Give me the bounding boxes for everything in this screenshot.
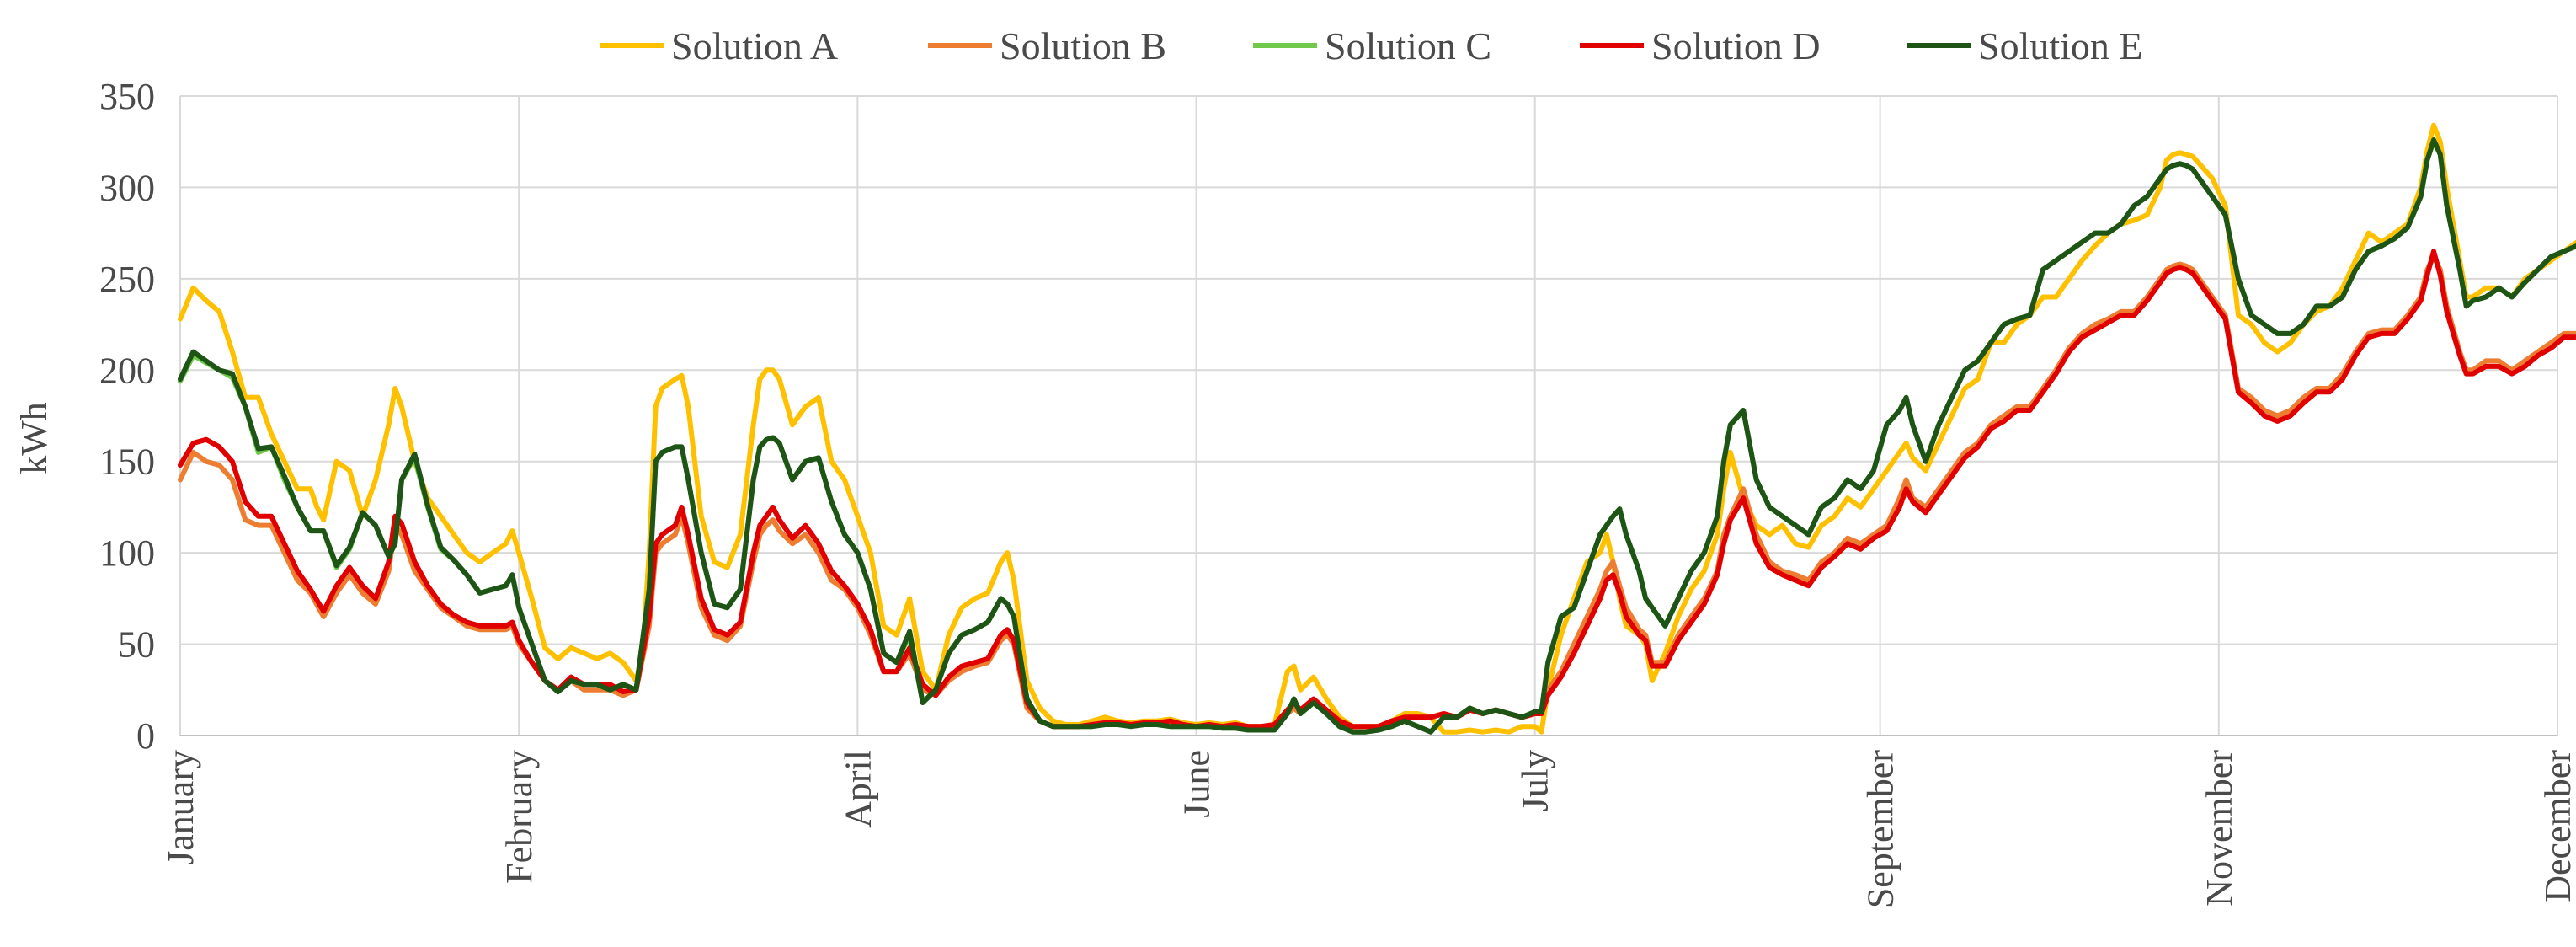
series-line-solution-b (178, 254, 2576, 730)
legend-label: Solution D (1651, 24, 1821, 67)
y-tick-label: 0 (136, 715, 155, 757)
legend-label: Solution C (1325, 24, 1491, 67)
legend-item: Solution D (1580, 24, 1821, 67)
y-tick-label: 150 (99, 441, 155, 483)
series-line-solution-e (178, 137, 2576, 735)
legend-item: Solution A (600, 24, 838, 67)
x-tick-label: February (499, 750, 540, 884)
legend-item: Solution B (928, 24, 1166, 67)
x-tick-label: April (837, 750, 878, 828)
y-axis-title: kWh (13, 402, 55, 474)
legend-label: Solution B (1000, 24, 1166, 67)
x-tick-label: January (160, 750, 201, 865)
y-tick-label: 350 (99, 76, 155, 117)
y-tick-label: 300 (99, 167, 155, 208)
series-lines (178, 122, 2576, 735)
gridlines (179, 95, 2558, 736)
legend-item: Solution C (1253, 24, 1491, 67)
legend-label: Solution E (1978, 24, 2143, 67)
y-tick-label: 250 (99, 259, 155, 300)
legend-label: Solution A (671, 24, 838, 67)
y-tick-label: 100 (99, 532, 155, 574)
legend-item: Solution E (1907, 24, 2143, 67)
y-tick-label: 200 (99, 350, 155, 391)
series-line-solution-a (178, 122, 2576, 735)
x-tick-label: September (1860, 750, 1901, 909)
x-tick-label: July (1515, 750, 1556, 811)
y-tick-label: 50 (118, 624, 155, 666)
series-line-solution-d (178, 249, 2576, 730)
x-tick-label: December (2537, 750, 2576, 902)
x-tick-label: November (2199, 750, 2240, 907)
legend: Solution A Solution B Solution C Solution D… (600, 24, 2143, 67)
x-tick-label: June (1176, 750, 1218, 818)
tick-labels: 0 50 100 150 200 250 300 350 January February Apri… (99, 76, 2576, 908)
